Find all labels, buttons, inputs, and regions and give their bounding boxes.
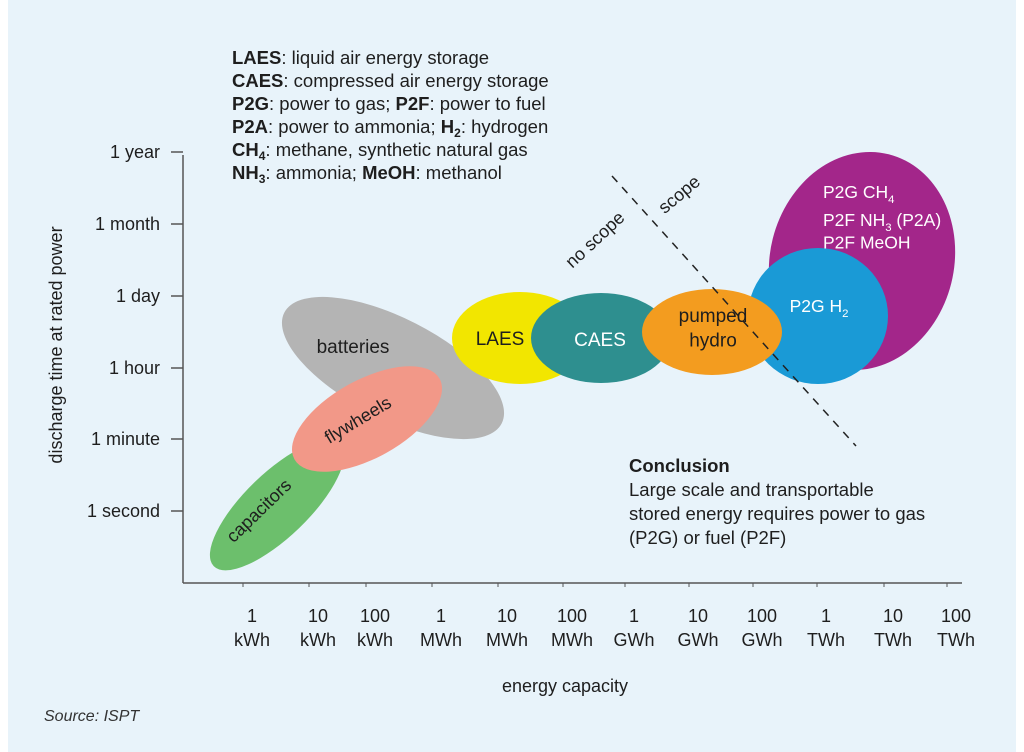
x-tick-label-unit: TWh — [807, 630, 845, 650]
scope-divider-line — [611, 175, 857, 447]
region-label-p2g: P2G H2 — [790, 296, 849, 320]
x-tick-label-unit: GWh — [741, 630, 782, 650]
y-tick-label: 1 second — [87, 501, 160, 521]
y-tick-label: 1 day — [116, 286, 160, 306]
x-tick-label-number: 10 — [497, 606, 517, 626]
x-tick-label-unit: GWh — [677, 630, 718, 650]
x-tick-label-unit: TWh — [874, 630, 912, 650]
scope-label: scope — [654, 171, 704, 217]
x-tick-label-unit: kWh — [300, 630, 336, 650]
x-tick-label-number: 100 — [557, 606, 587, 626]
legend-line: CAES: compressed air energy storage — [232, 70, 549, 91]
region-caes — [531, 293, 671, 383]
conclusion-box: Conclusion Large scale and transportable… — [629, 454, 929, 550]
x-tick-label-number: 10 — [308, 606, 328, 626]
conclusion-title: Conclusion — [629, 455, 730, 476]
x-tick-label-unit: kWh — [234, 630, 270, 650]
y-tick-label: 1 minute — [91, 429, 160, 449]
x-tick-label-number: 1 — [821, 606, 831, 626]
legend-line: LAES: liquid air energy storage — [232, 47, 490, 68]
region-label-batteries: batteries — [317, 337, 390, 358]
legend-line: CH4: methane, synthetic natural gas — [232, 139, 528, 163]
legend-line: P2A: power to ammonia; H2: hydrogen — [232, 116, 549, 140]
x-tick-label-unit: TWh — [937, 630, 975, 650]
x-tick-label-number: 1 — [247, 606, 257, 626]
x-tick-label-unit: MWh — [420, 630, 462, 650]
conclusion-text: Large scale and transportable stored ene… — [629, 479, 926, 548]
y-tick-label: 1 month — [95, 214, 160, 234]
region-capacitors — [209, 439, 345, 571]
x-tick-label-number: 1 — [436, 606, 446, 626]
region-batteries — [281, 296, 505, 440]
x-axis-title: energy capacity — [502, 676, 628, 696]
region-label-p2g: P2G CH4 P2F NH3 (P2A) P2F MeOH — [823, 182, 941, 253]
no-scope-label: no scope — [561, 207, 628, 271]
x-tick-label-unit: MWh — [486, 630, 528, 650]
region-label-laes: LAES — [476, 329, 525, 350]
x-tick-label-number: 1 — [629, 606, 639, 626]
region-p2g — [748, 248, 888, 384]
region-label-pumped: pumped hydro — [679, 306, 748, 352]
x-tick-label-number: 100 — [747, 606, 777, 626]
abbreviation-legend: LAES: liquid air energy storage CAES: com… — [232, 46, 549, 186]
source-note: Source: ISPT — [44, 708, 140, 725]
region-flywheels — [291, 366, 443, 472]
legend-line: NH3: ammonia; MeOH: methanol — [232, 162, 502, 186]
y-tick-label: 1 year — [110, 142, 160, 162]
legend-line: P2G: power to gas; P2F: power to fuel — [232, 93, 546, 114]
region-pumped — [642, 289, 782, 375]
x-tick-label-unit: MWh — [551, 630, 593, 650]
y-tick-label: 1 hour — [109, 358, 160, 378]
x-tick-label-unit: kWh — [357, 630, 393, 650]
x-tick-label-number: 10 — [688, 606, 708, 626]
x-tick-label-unit: GWh — [613, 630, 654, 650]
x-tick-label-number: 10 — [883, 606, 903, 626]
region-label-caes: CAES — [574, 330, 626, 351]
x-tick-label-number: 100 — [941, 606, 971, 626]
x-tick-label-number: 100 — [360, 606, 390, 626]
y-axis-title: discharge time at rated power — [46, 226, 66, 463]
